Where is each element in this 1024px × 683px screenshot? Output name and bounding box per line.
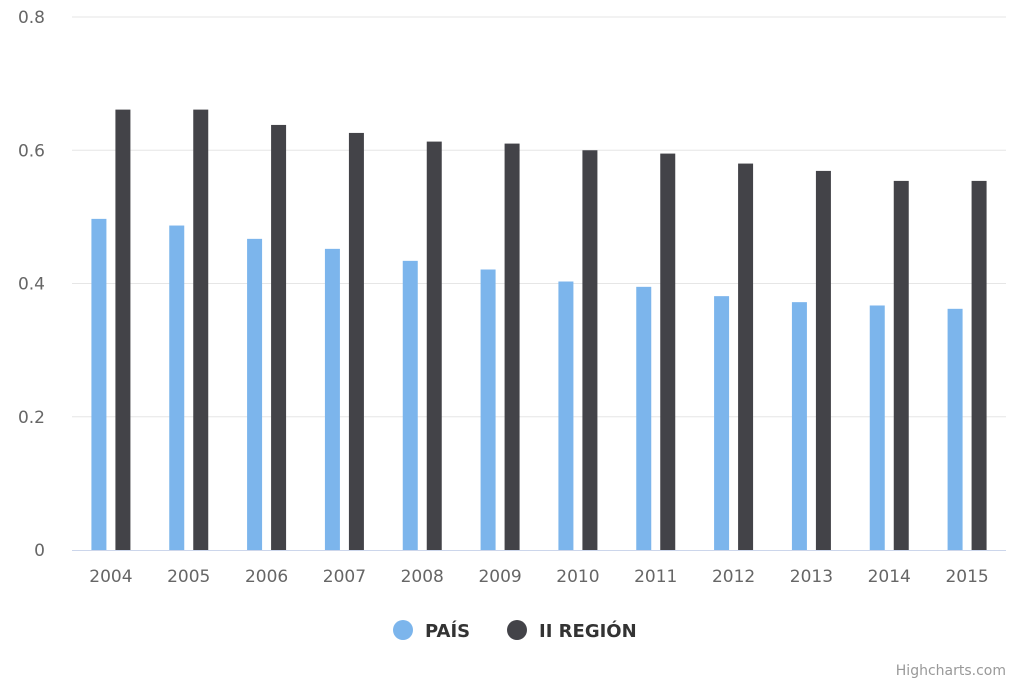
y-tick-label: 0.4	[18, 275, 45, 295]
x-tick-label: 2014	[868, 567, 911, 587]
y-tick-label: 0.2	[18, 408, 45, 428]
bar-pais[interactable]	[947, 308, 963, 550]
bar-ii-region[interactable]	[426, 141, 442, 550]
x-axis-ticks: 2004 2005 2006 2007 2008 2009 2010 2011 2012 2013…	[89, 567, 988, 587]
bar-pais[interactable]	[791, 302, 807, 550]
bar-pais[interactable]	[169, 225, 185, 550]
x-tick-label: 2005	[167, 567, 210, 587]
y-tick-label: 0	[34, 541, 45, 561]
gridlines	[72, 16, 1006, 418]
x-tick-label: 2012	[712, 567, 755, 587]
bar-pais[interactable]	[324, 248, 340, 551]
legend-item-ii-region[interactable]: II REGIÓN	[507, 620, 637, 642]
x-tick-label: 2010	[556, 567, 599, 587]
x-tick-label: 2007	[323, 567, 366, 587]
legend-marker	[393, 620, 413, 640]
bar-pais[interactable]	[636, 286, 652, 550]
bar-pais[interactable]	[480, 269, 496, 550]
bar-ii-region[interactable]	[971, 180, 987, 550]
bar-ii-region[interactable]	[115, 109, 131, 550]
bar-ii-region[interactable]	[815, 170, 831, 550]
bar-pais[interactable]	[91, 218, 107, 550]
x-tick-label: 2015	[945, 567, 988, 587]
bar-pais[interactable]	[402, 260, 418, 550]
x-tick-label: 2009	[478, 567, 521, 587]
x-tick-label: 2011	[634, 567, 677, 587]
bar-ii-region[interactable]	[193, 109, 209, 550]
x-tick-label: 2008	[401, 567, 444, 587]
x-tick-label: 2006	[245, 567, 288, 587]
legend-item-pais[interactable]: PAÍS	[393, 620, 470, 642]
bar-ii-region[interactable]	[504, 143, 520, 550]
bar-ii-region[interactable]	[271, 124, 287, 551]
bar-ii-region[interactable]	[893, 180, 909, 550]
legend-label: II REGIÓN	[539, 620, 637, 642]
legend: PAÍS II REGIÓN	[393, 620, 637, 642]
bar-pais[interactable]	[869, 305, 885, 550]
x-tick-label: 2013	[790, 567, 833, 587]
bar-ii-region[interactable]	[738, 163, 754, 550]
legend-label: PAÍS	[425, 620, 470, 642]
bar-pais[interactable]	[558, 281, 574, 550]
bar-ii-region[interactable]	[660, 153, 676, 551]
y-tick-label: 0.8	[18, 8, 45, 28]
credit-text[interactable]: Highcharts.com	[896, 663, 1006, 679]
bar-pais[interactable]	[247, 238, 263, 550]
bar-pais[interactable]	[714, 296, 730, 550]
y-axis-ticks: 0 0.2 0.4 0.6 0.8	[18, 8, 45, 561]
bar-ii-region[interactable]	[348, 132, 364, 551]
legend-marker	[507, 620, 527, 640]
bar-ii-region[interactable]	[582, 150, 598, 550]
y-tick-label: 0.6	[18, 141, 45, 161]
x-tick-label: 2004	[89, 567, 132, 587]
bars	[91, 109, 987, 551]
